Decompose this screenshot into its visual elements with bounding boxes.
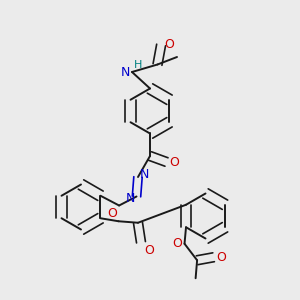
Text: O: O xyxy=(216,251,226,264)
Text: N: N xyxy=(140,168,149,181)
Text: N: N xyxy=(121,65,130,79)
Text: H: H xyxy=(134,60,142,70)
Text: O: O xyxy=(164,38,174,52)
Text: O: O xyxy=(107,207,117,220)
Text: O: O xyxy=(172,237,182,250)
Text: O: O xyxy=(169,155,179,169)
Text: O: O xyxy=(144,244,154,257)
Text: N: N xyxy=(126,191,135,205)
